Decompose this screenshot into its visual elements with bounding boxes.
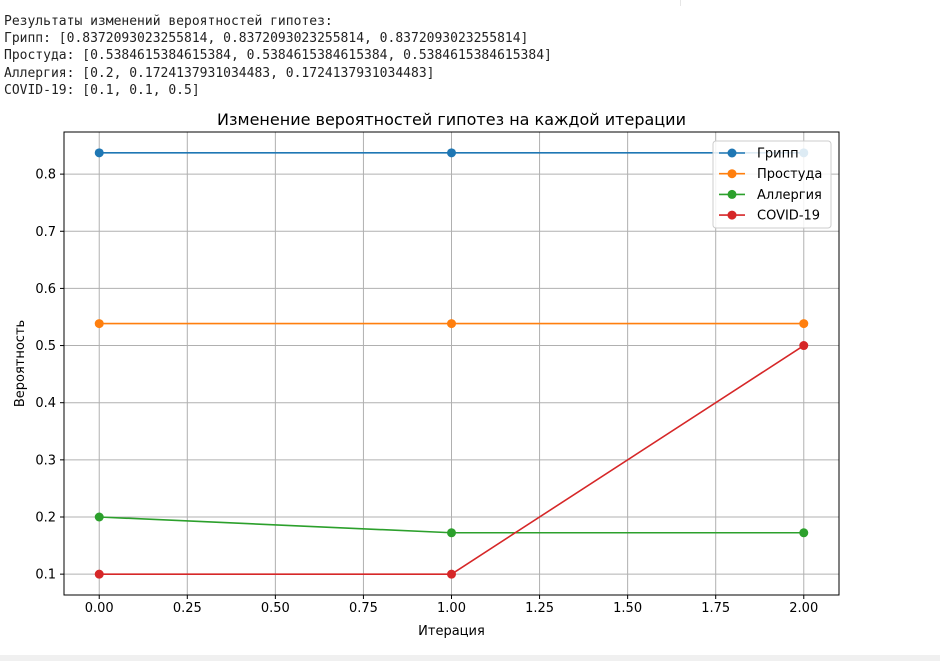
chart-title: Изменение вероятностей гипотез на каждой… <box>217 110 686 129</box>
legend-marker <box>727 210 737 220</box>
chart-grid <box>64 132 839 595</box>
legend-box <box>712 140 832 229</box>
output-line-cold: Простуда: [0.5384615384615384, 0.5384615… <box>4 48 552 64</box>
y-tick-label: 0.5 <box>35 339 56 354</box>
x-tick-label: 2.00 <box>789 601 818 616</box>
data-point <box>799 528 809 538</box>
y-axis-label: Вероятность <box>13 320 28 407</box>
y-tick-label: 0.6 <box>35 282 56 297</box>
data-point <box>94 319 104 329</box>
output-line-flu: Грипп: [0.8372093023255814, 0.8372093023… <box>4 31 529 47</box>
legend-label: Аллергия <box>757 188 822 203</box>
x-tick-label: 1.50 <box>613 601 642 616</box>
y-tick-label: 0.8 <box>35 168 56 183</box>
x-tick-label: 0.25 <box>173 601 202 616</box>
output-line-covid: COVID-19: [0.1, 0.1, 0.5] <box>4 82 200 98</box>
data-point <box>799 341 809 351</box>
x-tick-label: 1.25 <box>525 601 554 616</box>
data-point <box>447 569 456 579</box>
data-point <box>447 319 456 329</box>
legend-marker <box>727 169 737 179</box>
output-line-header: Результаты изменений вероятностей гипоте… <box>4 14 333 29</box>
legend-marker <box>727 148 737 158</box>
cell-top-edge <box>0 0 940 6</box>
y-tick-label: 0.2 <box>35 510 56 525</box>
legend-label: Грипп <box>757 147 799 162</box>
y-tick-label: 0.3 <box>35 453 56 468</box>
data-point <box>447 528 456 538</box>
x-axis-label: Итерация <box>418 624 485 639</box>
data-point <box>94 569 104 579</box>
x-tick-label: 0.75 <box>349 601 378 616</box>
x-tick-label: 1.00 <box>437 601 466 616</box>
x-tick-label: 0.00 <box>85 601 114 616</box>
cell-output-text: Результаты изменений вероятностей гипоте… <box>4 13 552 99</box>
data-point <box>94 512 104 522</box>
legend-label: Простуда <box>757 167 822 182</box>
x-tick-label: 1.75 <box>701 601 730 616</box>
chart-ticks: 0.00 0.25 0.50 0.75 1.00 1.25 1.50 1.75 2.00 0.1 0… <box>35 168 818 616</box>
chart-legend: Грипп Простуда Аллергия COVID-19 <box>712 140 832 229</box>
x-tick-label: 0.50 <box>261 601 290 616</box>
probability-line-chart: 0.00 0.25 0.50 0.75 1.00 1.25 1.50 1.75 2.00 0.1 0… <box>13 110 840 639</box>
y-tick-label: 0.7 <box>35 225 56 240</box>
data-point <box>799 319 809 329</box>
horizontal-scrollbar[interactable] <box>0 655 940 661</box>
legend-marker <box>727 189 737 199</box>
data-point <box>94 148 104 158</box>
legend-label: COVID-19 <box>757 209 820 224</box>
toolbar-divider <box>680 0 681 6</box>
y-tick-label: 0.4 <box>35 396 56 411</box>
data-point <box>447 148 456 158</box>
y-tick-label: 0.1 <box>35 568 56 583</box>
output-line-allergy: Аллергия: [0.2, 0.1724137931034483, 0.17… <box>4 65 435 81</box>
